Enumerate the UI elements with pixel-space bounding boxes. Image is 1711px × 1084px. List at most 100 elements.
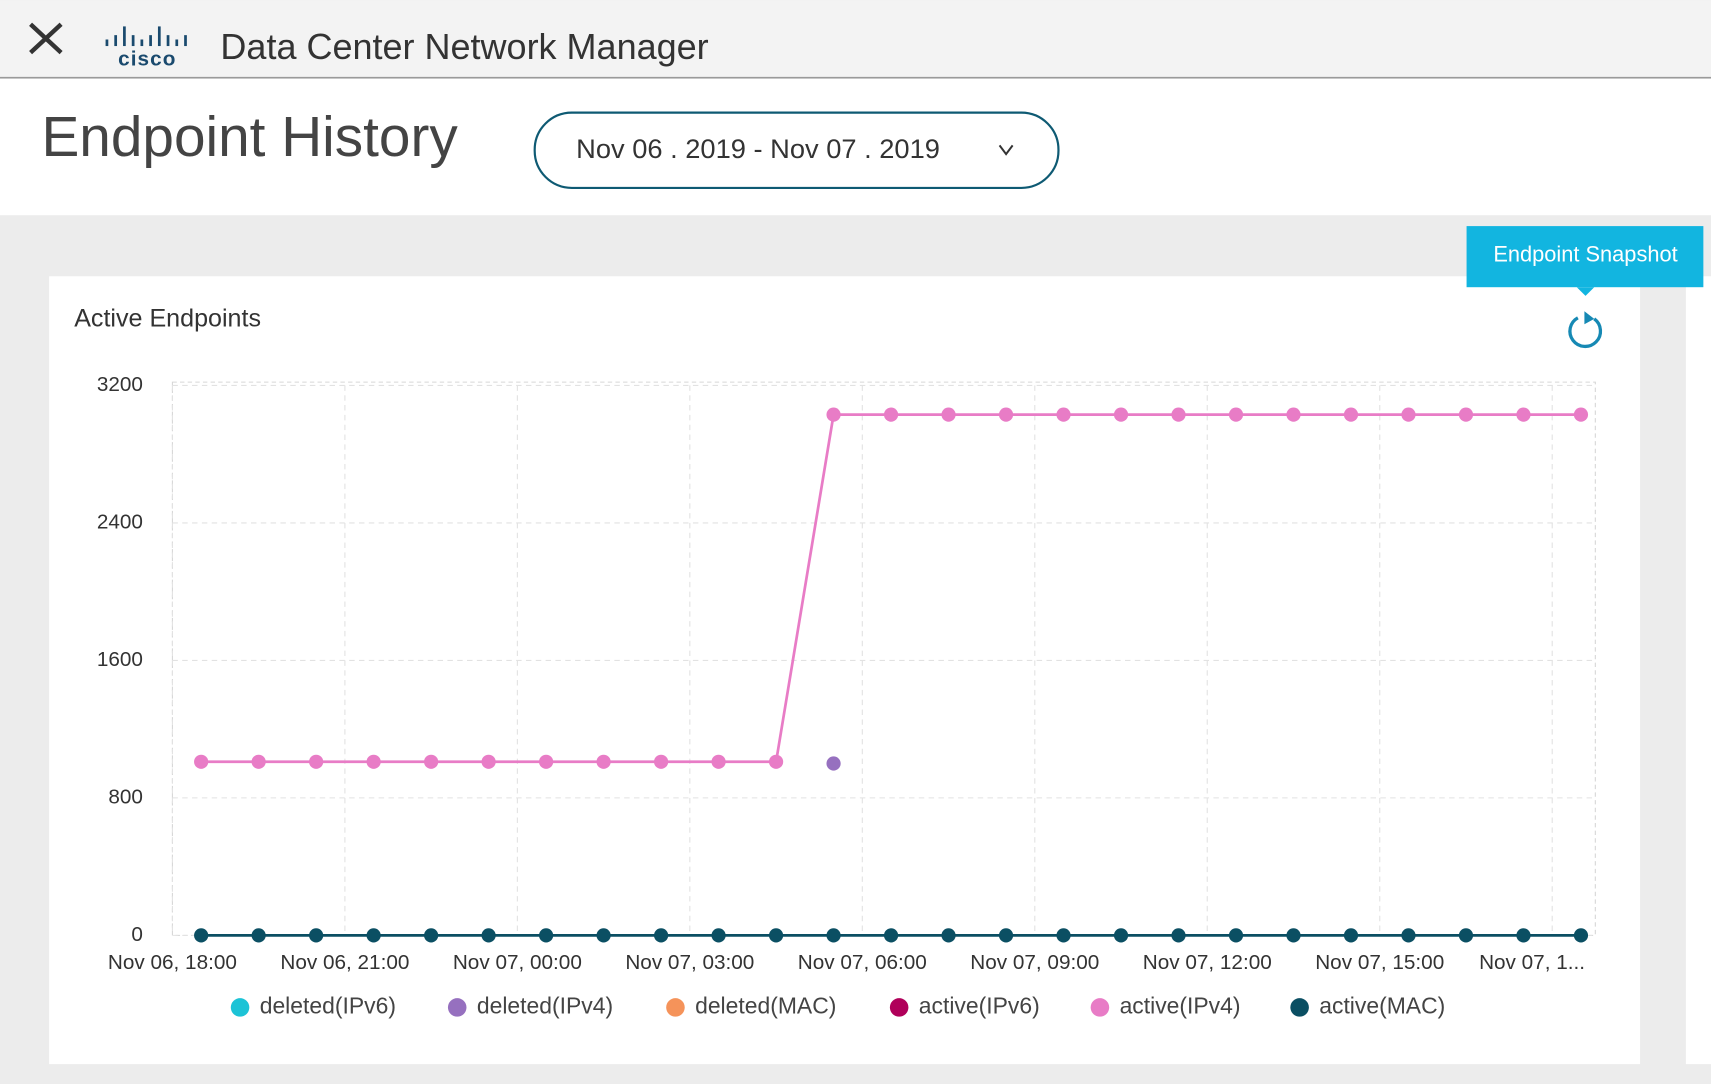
date-range-picker[interactable] [533, 111, 1060, 189]
chart-title: Active Endpoints [74, 305, 261, 333]
data-point [366, 754, 381, 769]
tooltip [1466, 226, 1704, 288]
legend-swatch [230, 998, 250, 1017]
data-point [826, 756, 841, 771]
y-tick-label: 1600 [97, 648, 143, 671]
y-tick-label: 800 [108, 785, 143, 808]
legend-item[interactable]: deleted(MAC) [666, 992, 836, 1018]
data-point [1401, 407, 1416, 422]
data-point [1056, 407, 1071, 422]
data-point [539, 754, 554, 769]
data-point [883, 928, 899, 943]
data-point [539, 928, 554, 943]
legend-item[interactable]: active(IPv4) [1090, 992, 1241, 1018]
legend-label: deleted(IPv4) [477, 992, 613, 1018]
y-tick-label: 0 [131, 923, 143, 946]
tooltip-arrow [1576, 287, 1595, 296]
data-point [998, 407, 1014, 422]
data-point [1516, 928, 1531, 943]
data-point [1228, 407, 1244, 422]
legend-swatch [666, 998, 685, 1017]
legend-swatch [889, 998, 909, 1017]
data-point [596, 928, 611, 943]
legend-item[interactable]: deleted(IPv6) [230, 992, 396, 1018]
data-point [711, 754, 726, 769]
cisco-logo-bars [105, 26, 187, 47]
legend-label: active(IPv6) [919, 992, 1040, 1018]
legend-item[interactable]: active(MAC) [1290, 992, 1445, 1018]
data-point [1343, 407, 1359, 422]
x-tick-label: Nov 06, 21:00 [280, 951, 409, 974]
data-point [1286, 407, 1301, 422]
data-point [711, 928, 726, 943]
data-point [1573, 928, 1589, 943]
chart-card [49, 276, 1641, 1065]
data-point [194, 928, 209, 943]
data-point [1573, 407, 1589, 422]
data-point [1458, 928, 1474, 943]
header-bar [0, 0, 1711, 78]
data-point [1171, 407, 1186, 422]
y-tick-label: 2400 [97, 510, 143, 533]
x-tick-label: Nov 07, 12:00 [1143, 951, 1272, 974]
data-point [653, 928, 669, 943]
x-tick-label: Nov 07, 06:00 [798, 951, 927, 974]
data-point [1113, 407, 1129, 422]
legend-item[interactable]: deleted(IPv4) [447, 992, 613, 1018]
data-point [251, 754, 266, 769]
y-tick-label: 3200 [97, 373, 143, 396]
data-point [194, 754, 209, 769]
data-point [653, 754, 669, 769]
x-tick-label: Nov 06, 18:00 [108, 951, 237, 974]
data-point [424, 928, 439, 943]
data-point [1056, 928, 1071, 943]
cisco-wordmark: cisco [118, 48, 176, 71]
x-tick-label: Nov 07, 09:00 [970, 951, 1099, 974]
data-point [768, 754, 784, 769]
data-point [424, 754, 439, 769]
data-point [826, 407, 841, 422]
legend-swatch [1290, 998, 1309, 1017]
legend-item[interactable]: active(IPv6) [889, 992, 1040, 1018]
plot-frame [171, 381, 1596, 936]
legend-label: deleted(MAC) [695, 992, 836, 1018]
data-point [826, 928, 841, 943]
x-tick-label: Nov 07, 03:00 [625, 951, 754, 974]
x-tick-label: Nov 07, 1... [1479, 951, 1585, 974]
refresh-arrow [1584, 311, 1595, 325]
page-title: Endpoint History [41, 106, 458, 169]
data-point [309, 928, 324, 943]
data-point [941, 407, 956, 422]
legend-label: active(MAC) [1319, 992, 1445, 1018]
app-name: Data Center Network Manager [220, 26, 708, 67]
date-range-text: Nov 06 . 2019 - Nov 07 . 2019 [576, 133, 940, 164]
legend-label: active(IPv4) [1120, 992, 1241, 1018]
tooltip-text: Endpoint Snapshot [1493, 241, 1677, 266]
legend-label: deleted(IPv6) [260, 992, 396, 1018]
x-tick-label: Nov 07, 15:00 [1315, 951, 1444, 974]
data-point [1113, 928, 1129, 943]
data-point [1516, 407, 1531, 422]
data-point [1286, 928, 1301, 943]
next-card [1685, 276, 1711, 1065]
data-point [1343, 928, 1359, 943]
data-point [309, 754, 324, 769]
data-point [481, 754, 496, 769]
data-point [366, 928, 381, 943]
dropdown-chevron [998, 144, 1014, 156]
data-point [1228, 928, 1244, 943]
data-point [1171, 928, 1186, 943]
data-point [998, 928, 1014, 943]
data-point [251, 928, 266, 943]
data-point [1401, 928, 1416, 943]
data-point [1458, 407, 1474, 422]
data-point [883, 407, 899, 422]
data-point [768, 928, 784, 943]
data-point [941, 928, 956, 943]
refresh-button[interactable] [1568, 316, 1603, 349]
close-button[interactable] [29, 22, 63, 55]
x-tick-label: Nov 07, 00:00 [453, 951, 582, 974]
data-point [596, 754, 611, 769]
